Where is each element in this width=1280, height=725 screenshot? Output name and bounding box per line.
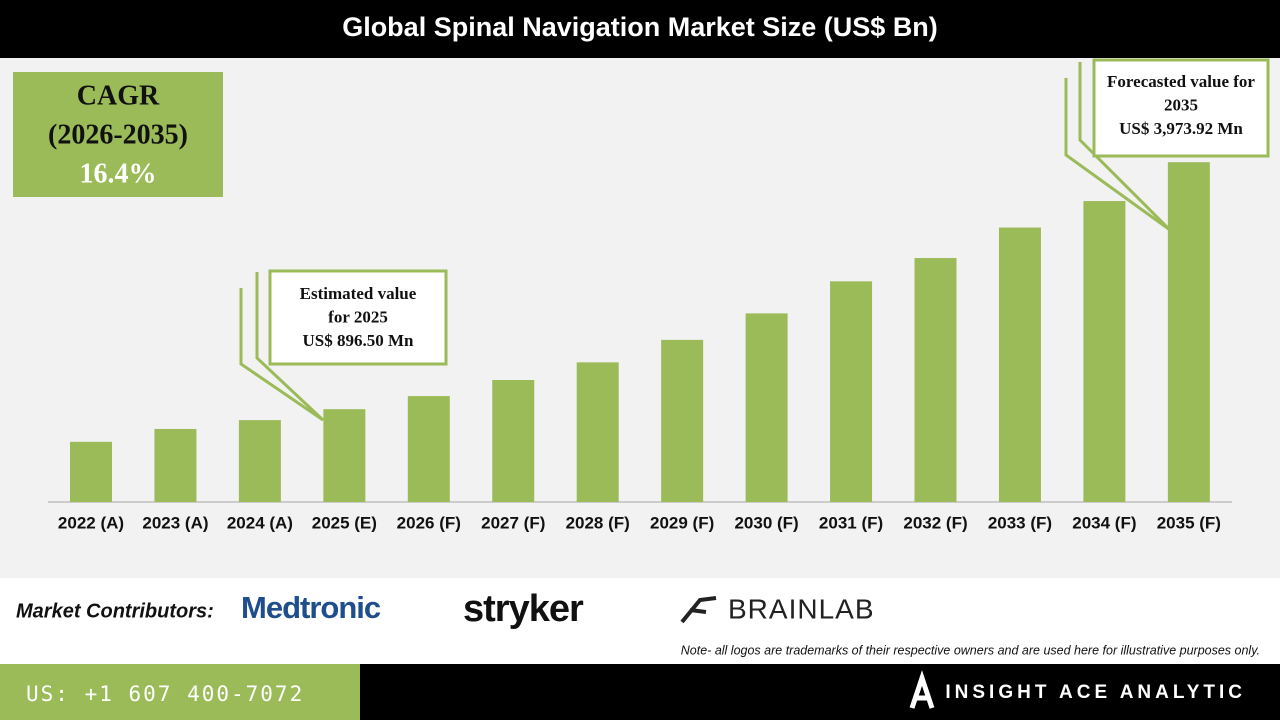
annotation-text: for 2025 [328, 307, 388, 326]
x-tick-label: 2032 (F) [903, 513, 967, 532]
bar [661, 339, 704, 502]
title-bar [0, 0, 1280, 58]
bar [70, 441, 112, 502]
cagr-value: 16.4% [80, 158, 157, 189]
logo: stryker [463, 588, 584, 630]
contributors-area [0, 578, 1280, 664]
x-tick-label: 2030 (F) [734, 513, 798, 532]
brand: INSIGHT ACE ANALYTIC [945, 682, 1246, 703]
x-tick-label: 2028 (F) [566, 513, 630, 532]
bar [745, 313, 788, 502]
x-tick-label: 2033 (F) [988, 513, 1052, 532]
logo-icon [680, 596, 717, 624]
annotation-text: 2035 [1164, 95, 1198, 114]
x-tick-label: 2024 (A) [227, 513, 293, 532]
leader-line [1064, 78, 1171, 232]
x-tick-label: 2029 (F) [650, 513, 714, 532]
phone: US: +1 607 400-7072 [26, 682, 304, 706]
leader-line [1078, 62, 1172, 232]
x-tick-label: 2022 (A) [58, 513, 124, 532]
annotation-text: Estimated value [300, 284, 417, 303]
x-tick-label: 2025 (E) [312, 513, 377, 532]
note: Note- all logos are trademarks of their … [681, 643, 1260, 657]
cagr-label: CAGR [77, 80, 160, 111]
bar [830, 281, 873, 502]
bar [407, 396, 450, 502]
x-tick-label: 2031 (F) [819, 513, 883, 532]
bar [914, 258, 957, 502]
bar [998, 227, 1041, 502]
bar [323, 409, 366, 502]
brand-icon [909, 670, 935, 709]
x-tick-label: 2027 (F) [481, 513, 545, 532]
cagr-box [13, 72, 223, 197]
annotation-box [268, 269, 448, 366]
annotation-box [1092, 58, 1270, 158]
x-tick-label: 2023 (A) [142, 513, 208, 532]
bar [1167, 162, 1210, 502]
leaders [239, 62, 1172, 422]
brand-bar [360, 664, 1280, 720]
annotation-text: Forecasted value for [1107, 72, 1255, 91]
bar [154, 428, 197, 502]
bar [492, 380, 535, 502]
annotation-text: US$ 896.50 Mn [303, 331, 415, 350]
contributors-label: Market Contributors: [16, 600, 214, 622]
phone-bar [0, 664, 360, 720]
bar [238, 420, 281, 502]
annotation-text: US$ 3,973.92 Mn [1119, 119, 1243, 138]
bar [576, 362, 619, 502]
logo: Medtronic [241, 590, 381, 625]
bar [1083, 201, 1126, 502]
x-tick-label: 2034 (F) [1072, 513, 1136, 532]
cagr-period: (2026-2035) [48, 119, 188, 150]
leader-line [239, 288, 324, 422]
x-tick-label: 2026 (F) [397, 513, 461, 532]
x-tick-label: 2035 (F) [1157, 513, 1221, 532]
leader-line [255, 272, 325, 422]
chart-title: Global Spinal Navigation Market Size (US… [342, 12, 938, 42]
logo: BRAINLAB [728, 593, 875, 624]
